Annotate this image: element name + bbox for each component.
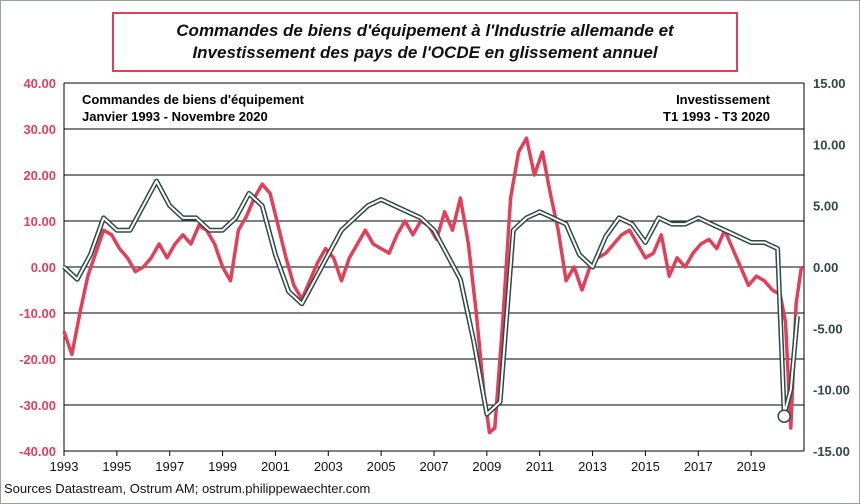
chart-title-box: Commandes de biens d'équipement à l'Indu…: [112, 12, 738, 72]
right-series-label-line2: T1 1993 - T3 2020: [663, 109, 770, 124]
grid-lines: [63, 82, 805, 452]
left-tick-label: 20.00: [23, 168, 56, 183]
x-tick-label: 2007: [420, 459, 449, 474]
x-tick-label: 2013: [578, 459, 607, 474]
x-tick-label: 2019: [737, 459, 766, 474]
investment-line-inner: [63, 180, 799, 416]
left-tick-label: -30.00: [19, 398, 56, 413]
right-tick-label: 10.00: [813, 137, 846, 152]
right-tick-label: 5.00: [813, 199, 838, 214]
x-tick-label: 2005: [367, 459, 396, 474]
left-tick-label: 10.00: [23, 214, 56, 229]
right-tick-label: 15.00: [813, 76, 846, 91]
left-series-label-line1: Commandes de biens d'équipement: [82, 92, 305, 107]
chart-title-line1: Commandes de biens d'équipement à l'Indu…: [176, 21, 674, 40]
x-tick-label: 1995: [102, 459, 131, 474]
left-tick-label: -20.00: [19, 352, 56, 367]
x-tick-label: 1993: [50, 459, 79, 474]
x-tick-label: 1997: [155, 459, 184, 474]
left-axis-ticks: 40.00 30.00 20.00 10.00 0.00 -10.00 -20.00 -30.…: [19, 76, 56, 459]
x-axis-ticks: 1993 1995 1997 1999 2001 2003 2005 2007 2009 2011…: [50, 451, 766, 474]
x-tick-label: 2011: [526, 459, 554, 474]
x-tick-label: 2009: [472, 459, 501, 474]
x-tick-label: 2001: [261, 459, 290, 474]
left-tick-label: 0.00: [31, 260, 56, 275]
right-series-label-line1: Investissement: [676, 92, 771, 107]
annotation-marker: [777, 409, 791, 423]
x-tick-label: 1999: [208, 459, 237, 474]
left-series-label-line2: Janvier 1993 - Novembre 2020: [82, 109, 268, 124]
right-tick-label: -10.00: [813, 383, 850, 398]
chart-title-line2: Investissement des pays de l'OCDE en gli…: [192, 43, 658, 62]
right-tick-label: 0.00: [813, 260, 838, 275]
left-tick-label: 40.00: [23, 76, 56, 91]
left-tick-label: 30.00: [23, 122, 56, 137]
right-axis-ticks: 15.00 10.00 5.00 0.00 -5.00 -10.00 -15.00: [813, 76, 850, 459]
source-note: Sources Datastream, Ostrum AM; ostrum.ph…: [4, 481, 371, 496]
investment-line-outer: [62, 178, 800, 417]
right-tick-label: -15.00: [813, 444, 850, 459]
right-tick-label: -5.00: [813, 321, 843, 336]
left-tick-label: -10.00: [19, 306, 56, 321]
orders-line: [62, 136, 804, 435]
series-lines: [62, 136, 804, 435]
x-tick-label: 2003: [314, 459, 343, 474]
x-tick-label: 2017: [684, 459, 713, 474]
left-tick-label: -40.00: [19, 444, 56, 459]
x-tick-label: 2015: [631, 459, 660, 474]
